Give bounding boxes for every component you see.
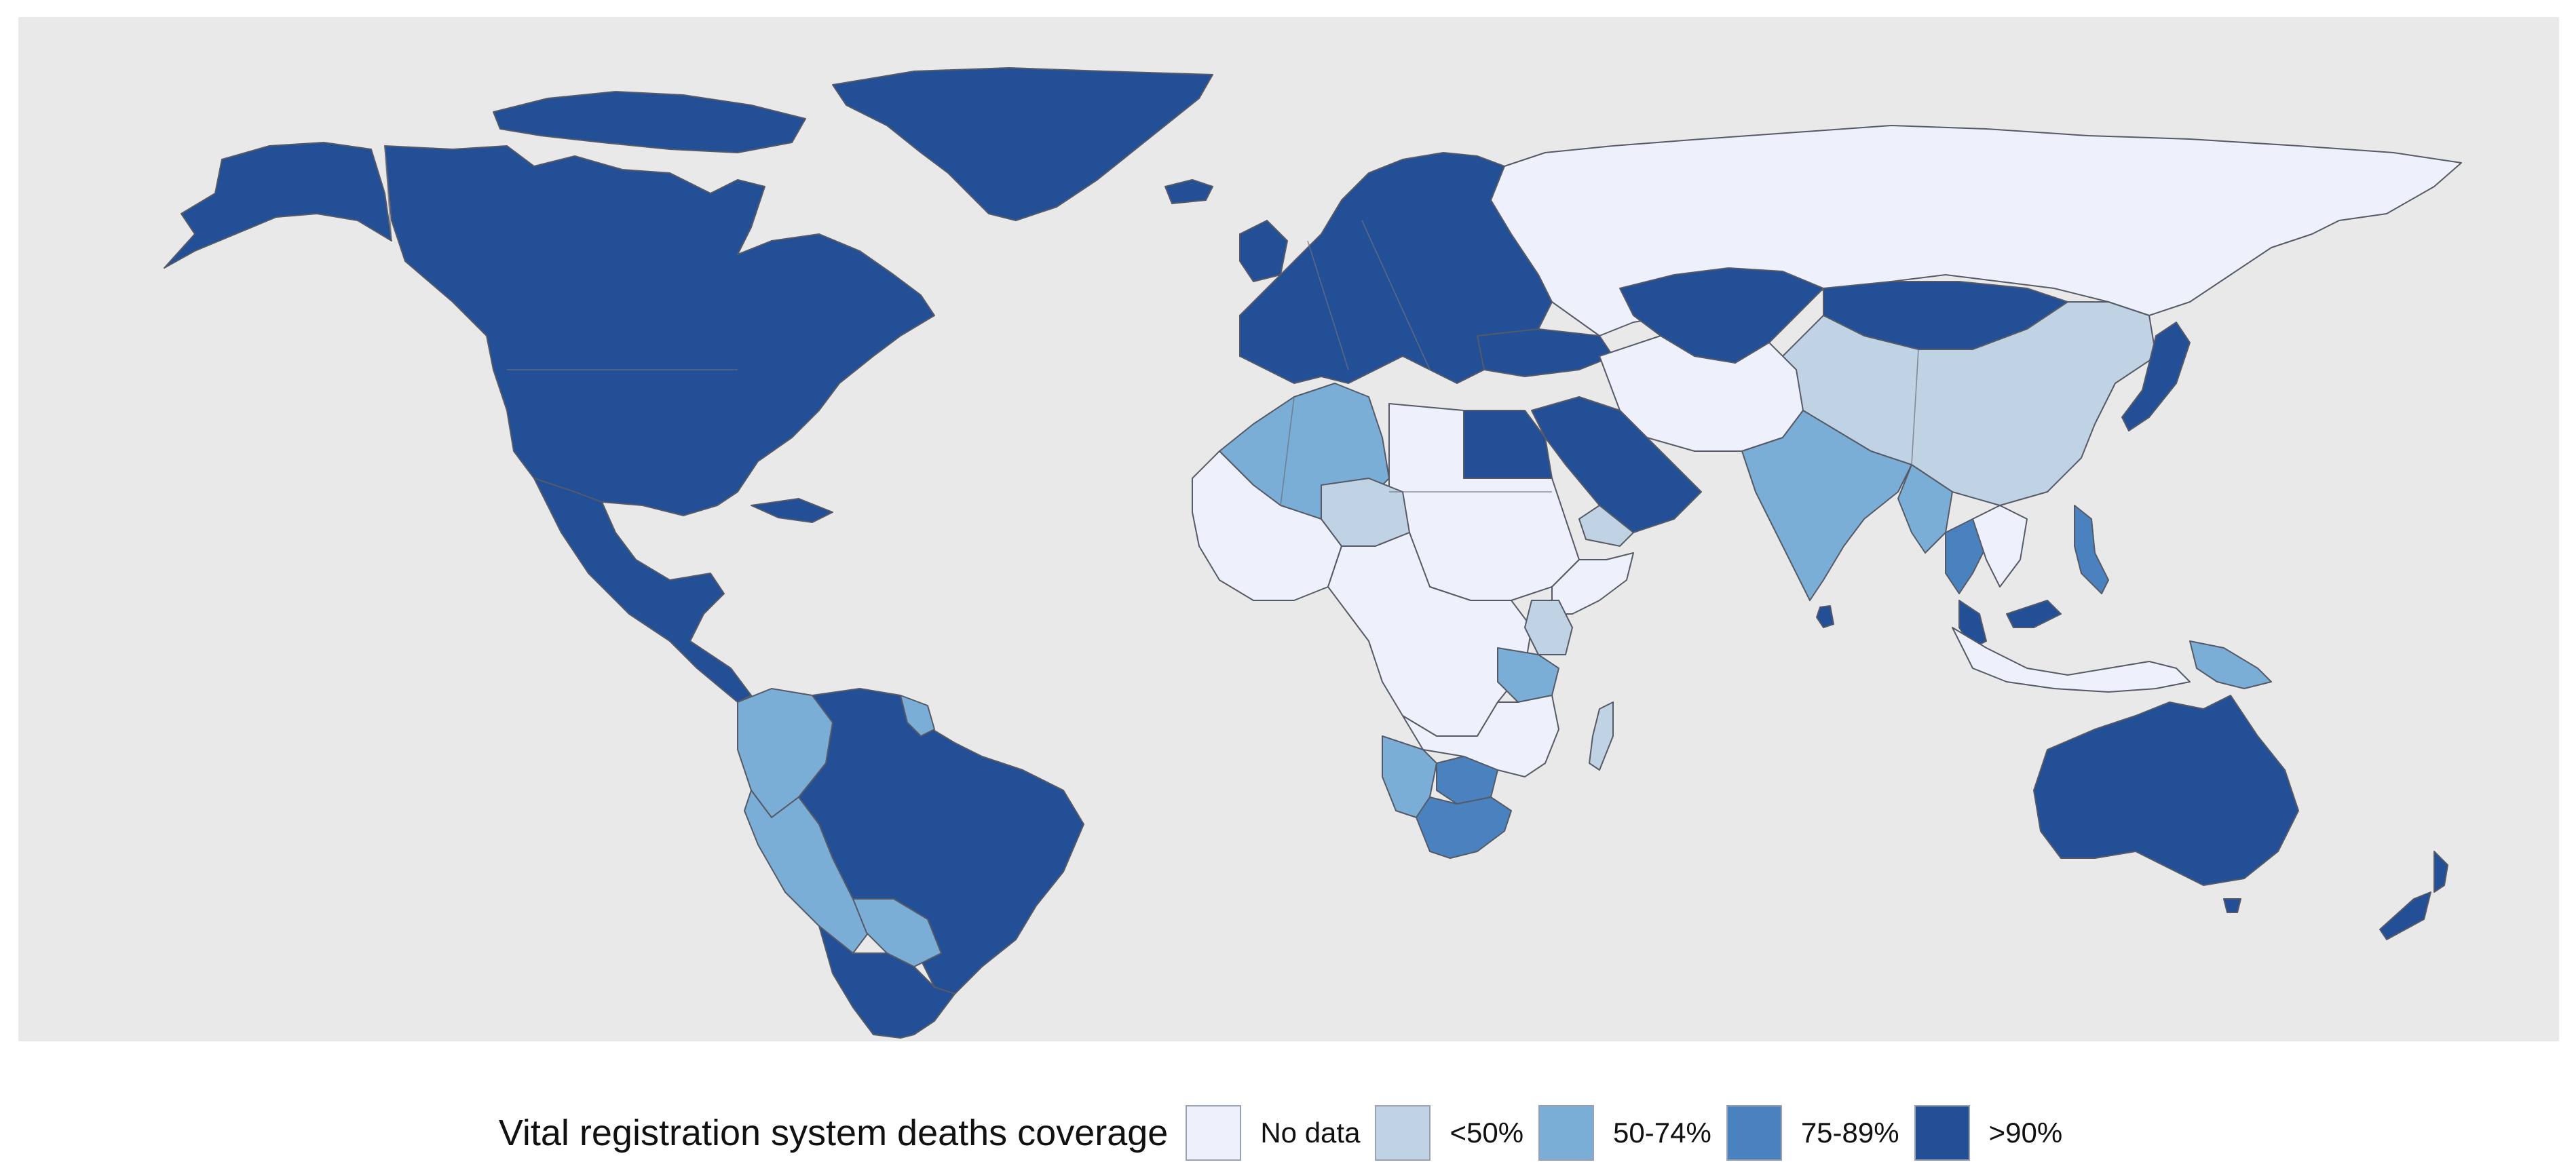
legend-swatch xyxy=(1538,1105,1595,1161)
region-indonesia[interactable] xyxy=(1952,627,2191,693)
region-kenya[interactable] xyxy=(1524,600,1573,655)
legend-item-50-74: 50-74% xyxy=(1538,1105,1726,1161)
region-bolivia[interactable] xyxy=(852,898,942,967)
legend-swatch xyxy=(1726,1105,1782,1161)
region-turkey[interactable] xyxy=(1477,328,1614,377)
world-map xyxy=(164,67,2462,1039)
region-madagascar[interactable] xyxy=(1589,701,1614,771)
legend-swatch xyxy=(1186,1105,1242,1161)
map-legend: Vital registration system deaths coverag… xyxy=(0,1099,2576,1167)
region-saudi-arabia[interactable] xyxy=(1531,396,1702,533)
region-india[interactable] xyxy=(1741,410,1912,601)
region-british-isles[interactable] xyxy=(1239,220,1288,282)
region-south-africa[interactable] xyxy=(1416,796,1512,859)
region-mexico-central-america[interactable] xyxy=(533,478,752,703)
legend-item-75-89: 75-89% xyxy=(1726,1105,1914,1161)
region-philippines[interactable] xyxy=(2074,505,2109,594)
region-tanzania[interactable] xyxy=(1497,647,1559,703)
region-japan[interactable] xyxy=(2121,322,2191,431)
region-guyana[interactable] xyxy=(900,695,935,737)
region-australia[interactable] xyxy=(2033,695,2299,886)
region-myanmar[interactable] xyxy=(1897,464,1953,554)
legend-label: 75-89% xyxy=(1800,1117,1899,1149)
region-papua-new-guinea[interactable] xyxy=(2189,640,2272,689)
region-arctic-islands[interactable] xyxy=(493,91,806,153)
legend-item-over-90: >90% xyxy=(1914,1105,2078,1161)
map-panel xyxy=(18,17,2559,1041)
legend-item-no-data: No data xyxy=(1186,1105,1375,1161)
legend-label: 50-74% xyxy=(1613,1117,1711,1149)
region-iceland[interactable] xyxy=(1164,179,1213,204)
legend-swatch xyxy=(1914,1105,1970,1161)
region-new-zealand[interactable] xyxy=(2379,851,2448,940)
region-se-asia-mainland[interactable] xyxy=(1972,505,2028,588)
legend-item-under-50: <50% xyxy=(1375,1105,1538,1161)
region-argentina-chile[interactable] xyxy=(818,925,955,1039)
legend-label: <50% xyxy=(1450,1117,1524,1149)
legend-swatch xyxy=(1375,1105,1431,1161)
legend-title: Vital registration system deaths coverag… xyxy=(498,1113,1169,1153)
legend-label: >90% xyxy=(1988,1117,2063,1149)
region-north-america[interactable] xyxy=(384,145,935,516)
region-sri-lanka[interactable] xyxy=(1816,605,1834,628)
region-tasmania[interactable] xyxy=(2223,898,2241,913)
region-caribbean[interactable] xyxy=(751,498,833,523)
region-kazakhstan[interactable] xyxy=(1619,267,1824,364)
region-alaska[interactable] xyxy=(164,142,392,269)
region-borneo-malaysia[interactable] xyxy=(2006,600,2062,628)
region-greenland[interactable] xyxy=(832,67,1213,221)
region-yemen[interactable] xyxy=(1578,505,1634,547)
legend-label: No data xyxy=(1260,1117,1361,1149)
